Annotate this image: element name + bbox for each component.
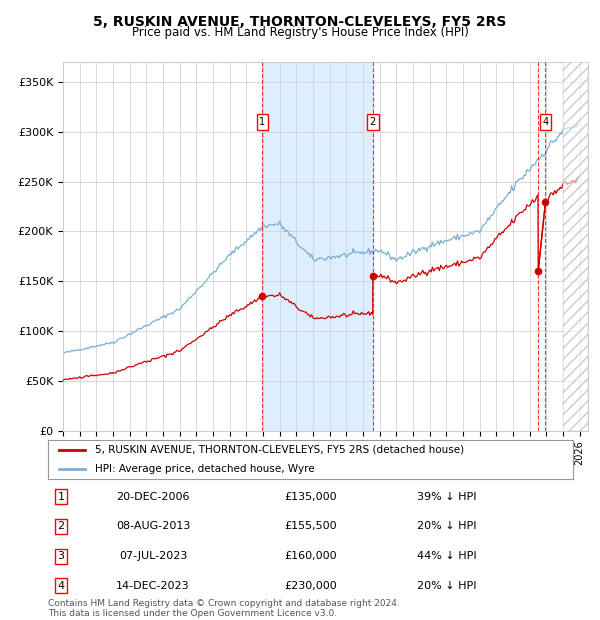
Text: HPI: Average price, detached house, Wyre: HPI: Average price, detached house, Wyre [95, 464, 315, 474]
Text: 44% ↓ HPI: 44% ↓ HPI [417, 551, 477, 561]
Text: 14-DEC-2023: 14-DEC-2023 [116, 581, 190, 591]
Text: 08-AUG-2013: 08-AUG-2013 [116, 521, 190, 531]
Text: 2: 2 [370, 117, 376, 127]
Text: 20% ↓ HPI: 20% ↓ HPI [417, 581, 477, 591]
Bar [262, 62, 373, 431]
Text: 20-DEC-2006: 20-DEC-2006 [116, 492, 190, 502]
Text: £160,000: £160,000 [284, 551, 337, 561]
Text: 4: 4 [542, 117, 548, 127]
Text: 1: 1 [58, 492, 65, 502]
Text: 07-JUL-2023: 07-JUL-2023 [119, 551, 187, 561]
Text: 2: 2 [58, 521, 65, 531]
Text: 4: 4 [58, 581, 65, 591]
Text: 3: 3 [58, 551, 65, 561]
Text: 1: 1 [259, 117, 266, 127]
Text: Contains HM Land Registry data © Crown copyright and database right 2024.
This d: Contains HM Land Registry data © Crown c… [48, 599, 400, 618]
Text: Price paid vs. HM Land Registry's House Price Index (HPI): Price paid vs. HM Land Registry's House … [131, 26, 469, 39]
Text: 20% ↓ HPI: 20% ↓ HPI [417, 521, 477, 531]
Text: £135,000: £135,000 [284, 492, 337, 502]
Text: £230,000: £230,000 [284, 581, 337, 591]
Text: £155,500: £155,500 [284, 521, 337, 531]
Text: 5, RUSKIN AVENUE, THORNTON-CLEVELEYS, FY5 2RS (detached house): 5, RUSKIN AVENUE, THORNTON-CLEVELEYS, FY… [95, 445, 464, 455]
Text: 39% ↓ HPI: 39% ↓ HPI [417, 492, 477, 502]
Text: 5, RUSKIN AVENUE, THORNTON-CLEVELEYS, FY5 2RS: 5, RUSKIN AVENUE, THORNTON-CLEVELEYS, FY… [94, 16, 506, 30]
